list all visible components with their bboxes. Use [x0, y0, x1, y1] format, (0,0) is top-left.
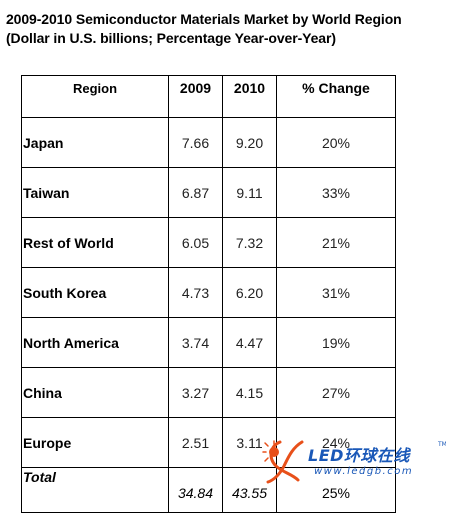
row-change: 33% [276, 167, 396, 218]
row-change: 31% [276, 267, 396, 318]
table-total-row: Total 34.84 43.55 25% [21, 467, 396, 513]
table-row: Rest of World 6.05 7.32 21% [21, 217, 396, 268]
row-value-2010: 7.32 [222, 217, 277, 268]
table-row: North America 3.74 4.47 19% [21, 317, 396, 368]
row-change: 21% [276, 217, 396, 268]
row-region: South Korea [21, 267, 169, 318]
row-value-2010: 9.20 [222, 117, 277, 168]
row-value-2009: 6.87 [168, 167, 223, 218]
chart-title-block: 2009-2010 Semiconductor Materials Market… [6, 10, 446, 48]
row-value-2010: 6.20 [222, 267, 277, 318]
total-value-2009: 34.84 [168, 467, 223, 513]
row-value-2009: 3.74 [168, 317, 223, 368]
table-row: Taiwan 6.87 9.11 33% [21, 167, 396, 218]
row-value-2010: 3.11 [222, 417, 277, 468]
row-region: North America [21, 317, 169, 368]
header-2009: 2009 [168, 75, 223, 118]
watermark-url: www.ledgb.com [314, 466, 414, 477]
row-region: Japan [21, 117, 169, 168]
market-table: Region 2009 2010 % Change Japan 7.66 9.2… [21, 75, 396, 513]
row-value-2009: 7.66 [168, 117, 223, 168]
table-row: China 3.27 4.15 27% [21, 367, 396, 418]
row-value-2009: 6.05 [168, 217, 223, 268]
row-value-2009: 3.27 [168, 367, 223, 418]
row-value-2010: 9.11 [222, 167, 277, 218]
row-value-2009: 2.51 [168, 417, 223, 468]
watermark-brand: LED环球在线 [308, 446, 410, 465]
table-row: Japan 7.66 9.20 20% [21, 117, 396, 168]
chart-subtitle: (Dollar in U.S. billions; Percentage Yea… [6, 30, 336, 46]
row-change: 24% [276, 417, 396, 468]
table-row: Europe 2.51 3.11 24% [21, 417, 396, 468]
total-value-2010: 43.55 [222, 467, 277, 513]
led-logo-icon: TM [262, 440, 446, 484]
row-change: 19% [276, 317, 396, 368]
total-change: 25% [276, 467, 396, 513]
total-label: Total [21, 467, 169, 513]
row-value-2010: 4.15 [222, 367, 277, 418]
header-region: Region [21, 75, 169, 118]
trademark-mark: TM [437, 441, 446, 448]
watermark: TM LED环球在线 www.ledgb.com [262, 432, 446, 492]
row-change: 27% [276, 367, 396, 418]
row-region: Rest of World [21, 217, 169, 268]
row-value-2009: 4.73 [168, 267, 223, 318]
table-row: South Korea 4.73 6.20 31% [21, 267, 396, 318]
row-region: Taiwan [21, 167, 169, 218]
row-region: China [21, 367, 169, 418]
header-change: % Change [276, 75, 396, 118]
table-header-row: Region 2009 2010 % Change [21, 75, 396, 118]
row-region: Europe [21, 417, 169, 468]
row-change: 20% [276, 117, 396, 168]
row-value-2010: 4.47 [222, 317, 277, 368]
header-2010: 2010 [222, 75, 277, 118]
chart-title: 2009-2010 Semiconductor Materials Market… [6, 11, 402, 27]
